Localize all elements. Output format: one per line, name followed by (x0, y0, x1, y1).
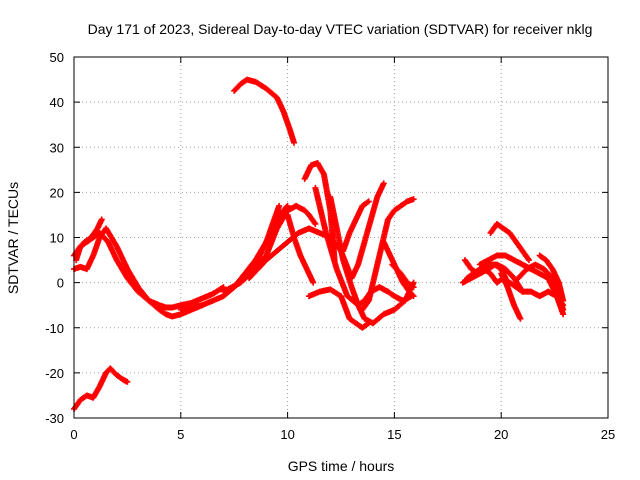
series-track-05 (231, 76, 298, 146)
data-point (410, 284, 417, 291)
data-point (560, 297, 567, 304)
y-tick-label: 30 (50, 140, 64, 155)
x-tick-label: 10 (280, 427, 294, 442)
x-tick-label: 25 (601, 427, 615, 442)
series-track-14 (305, 286, 372, 331)
series-track-19 (389, 261, 417, 291)
y-tick-label: -10 (45, 321, 64, 336)
y-tick-label: 10 (50, 231, 64, 246)
data-point (409, 292, 416, 299)
series-track-10 (284, 211, 317, 286)
data-point (276, 202, 283, 209)
data-point (291, 139, 298, 146)
series-track-04 (73, 216, 105, 264)
series-track-09 (246, 225, 312, 282)
axis-ticks: 0 5 10 15 20 25 -30 -20 -10 0 10 20 30 40 50 (45, 50, 615, 442)
series-track-15 (305, 180, 387, 282)
data-points (71, 76, 567, 412)
chart-title: Day 171 of 2023, Sidereal Day-to-day VTE… (88, 21, 593, 37)
data-point (98, 216, 105, 223)
y-tick-label: 50 (50, 50, 64, 65)
series-track-25 (498, 270, 524, 322)
x-axis-label: GPS time / hours (288, 458, 395, 474)
x-tick-label: 0 (70, 427, 77, 442)
data-point (365, 320, 372, 327)
series-track-16 (340, 198, 372, 255)
data-point (410, 196, 417, 203)
y-tick-label: -30 (45, 411, 64, 426)
series-track-28 (536, 252, 567, 304)
data-point (283, 204, 290, 211)
x-tick-label: 5 (177, 427, 184, 442)
data-point (525, 257, 532, 264)
series-track-24 (487, 220, 532, 264)
y-tick-label: 0 (57, 276, 64, 291)
data-point (410, 293, 417, 300)
data-point (312, 220, 319, 227)
data-point (124, 378, 131, 385)
y-tick-label: -20 (45, 366, 64, 381)
y-tick-label: 40 (50, 95, 64, 110)
series-track-23 (459, 261, 509, 286)
y-tick-label: 20 (50, 185, 64, 200)
data-point (517, 315, 524, 322)
x-tick-label: 20 (494, 427, 508, 442)
data-point (284, 202, 291, 209)
data-point (310, 279, 317, 286)
data-point (365, 198, 372, 205)
x-tick-label: 15 (387, 427, 401, 442)
series-track-01 (71, 365, 131, 412)
y-axis-label: SDTVAR / TECUs (5, 182, 21, 294)
data-point (380, 180, 387, 187)
